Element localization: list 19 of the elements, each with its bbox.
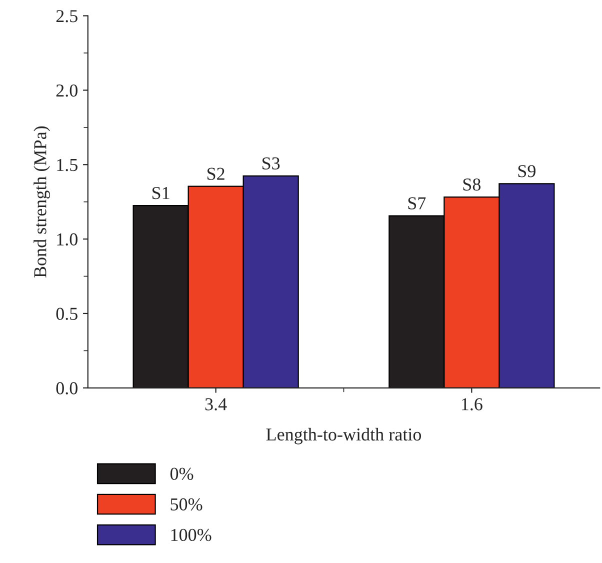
y-tick-label: 0.5 (56, 308, 78, 320)
legend-label: 100% (171, 528, 212, 542)
legend-label: 50% (170, 498, 202, 511)
data-label: S1 (152, 186, 170, 200)
y-axis-title: Bond strength (MPa) (34, 126, 50, 278)
y-tick-label: 2.5 (56, 10, 78, 22)
y-tick-label: 1.5 (57, 158, 78, 172)
data-label: S7 (408, 197, 426, 210)
data-label: S9 (518, 165, 536, 178)
y-tick-label: 2.0 (56, 84, 78, 97)
data-label: S2 (207, 168, 224, 180)
x-tick-label: 1.6 (462, 398, 482, 410)
y-tick-label: 0.0 (56, 382, 78, 394)
x-tick-label: 3.4 (205, 398, 227, 410)
data-label: S3 (262, 157, 280, 170)
data-label: S8 (463, 178, 481, 191)
x-axis-title: Length-to-width ratio (266, 428, 422, 444)
legend-label: 0% (170, 468, 194, 480)
y-tick-label: 1.0 (57, 233, 78, 246)
